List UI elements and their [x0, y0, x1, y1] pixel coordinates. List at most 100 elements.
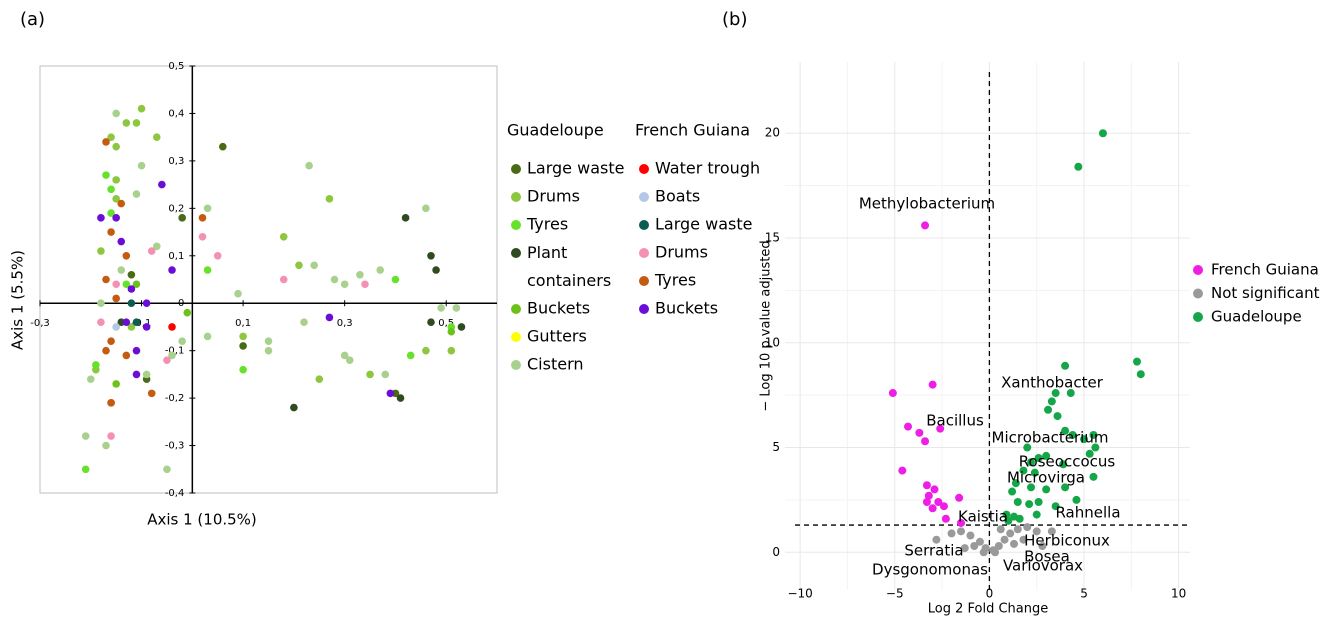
point [970, 542, 979, 550]
point [1042, 451, 1051, 460]
point [452, 304, 461, 312]
point [97, 318, 105, 327]
legend-label: Water trough [655, 159, 760, 178]
point [1044, 405, 1053, 414]
point [112, 176, 120, 184]
point [112, 195, 120, 203]
point [966, 531, 975, 540]
point [102, 171, 110, 179]
point [345, 356, 354, 364]
point-label: Microbacterium [992, 429, 1109, 447]
legend-label: Buckets [527, 299, 590, 318]
point [112, 214, 120, 222]
point-label: Bacillus [926, 412, 984, 430]
point [1002, 510, 1011, 519]
point [117, 266, 126, 274]
point [112, 142, 120, 151]
point [300, 318, 308, 327]
point [147, 389, 156, 398]
point [279, 275, 288, 284]
point [1034, 498, 1043, 506]
point [960, 544, 969, 553]
legend-marker [639, 164, 649, 174]
point [979, 548, 988, 557]
point [1042, 485, 1051, 494]
x-tick-label: 10 [1171, 587, 1186, 601]
point [198, 233, 207, 241]
y-axis-title: − Log 10 p value adjusted [759, 240, 774, 411]
point [1019, 466, 1028, 475]
point [1013, 498, 1022, 506]
point [142, 370, 151, 379]
legend-marker [511, 304, 521, 314]
point [391, 275, 400, 284]
y-tick-label: -0,2 [165, 393, 185, 404]
point [264, 337, 273, 345]
legend-label: Plant containers [527, 243, 611, 290]
point [447, 346, 456, 355]
point [888, 389, 897, 398]
legend-marker [511, 192, 521, 202]
y-tick-label: 10 [765, 335, 780, 349]
point [1098, 129, 1107, 138]
point [1011, 479, 1020, 488]
point [941, 514, 950, 523]
point [1051, 389, 1060, 398]
point [102, 346, 110, 355]
point [178, 337, 186, 345]
point [107, 133, 115, 141]
point-label: Dysgonomonas [872, 561, 988, 579]
point [152, 242, 161, 251]
point [305, 161, 313, 170]
point [122, 280, 131, 289]
point [168, 323, 176, 331]
point [928, 380, 937, 389]
point [957, 518, 966, 527]
point [447, 327, 456, 336]
point [163, 356, 171, 364]
point [132, 318, 141, 327]
point [203, 204, 212, 213]
point [203, 332, 212, 341]
point [936, 424, 945, 433]
point [122, 251, 131, 260]
point [921, 437, 930, 446]
point [340, 351, 349, 360]
point [325, 313, 334, 322]
point [325, 195, 334, 203]
point [239, 332, 247, 341]
point [922, 498, 931, 506]
point [117, 237, 126, 246]
point-label: Serratia [904, 542, 963, 560]
legend-marker [511, 360, 521, 370]
point [127, 270, 136, 279]
point [132, 346, 141, 355]
point-label: Kaistia [958, 508, 1008, 526]
x-tick-label: −10 [787, 587, 812, 601]
point [1009, 539, 1018, 548]
point [117, 199, 126, 208]
point [132, 280, 141, 289]
point-label: Methylobacterium [859, 195, 995, 213]
x-tick-label: 0 [986, 587, 994, 601]
point [934, 498, 943, 506]
legend-label: Buckets [655, 299, 718, 318]
point [147, 247, 156, 255]
y-tick-label: 15 [765, 231, 780, 245]
point [432, 266, 440, 274]
point [137, 104, 146, 113]
legend-label: French Guiana [1211, 261, 1319, 279]
point [112, 323, 120, 331]
y-axis-title: Axis 1 (5.5%) [9, 250, 27, 350]
legend-marker [511, 220, 521, 230]
point [168, 351, 176, 360]
point [239, 342, 247, 350]
point [178, 214, 186, 222]
legend-marker [639, 220, 649, 230]
point [427, 318, 435, 327]
point [947, 529, 956, 538]
point [975, 537, 984, 546]
y-tick-label: -0,4 [165, 488, 185, 499]
point [239, 365, 247, 374]
